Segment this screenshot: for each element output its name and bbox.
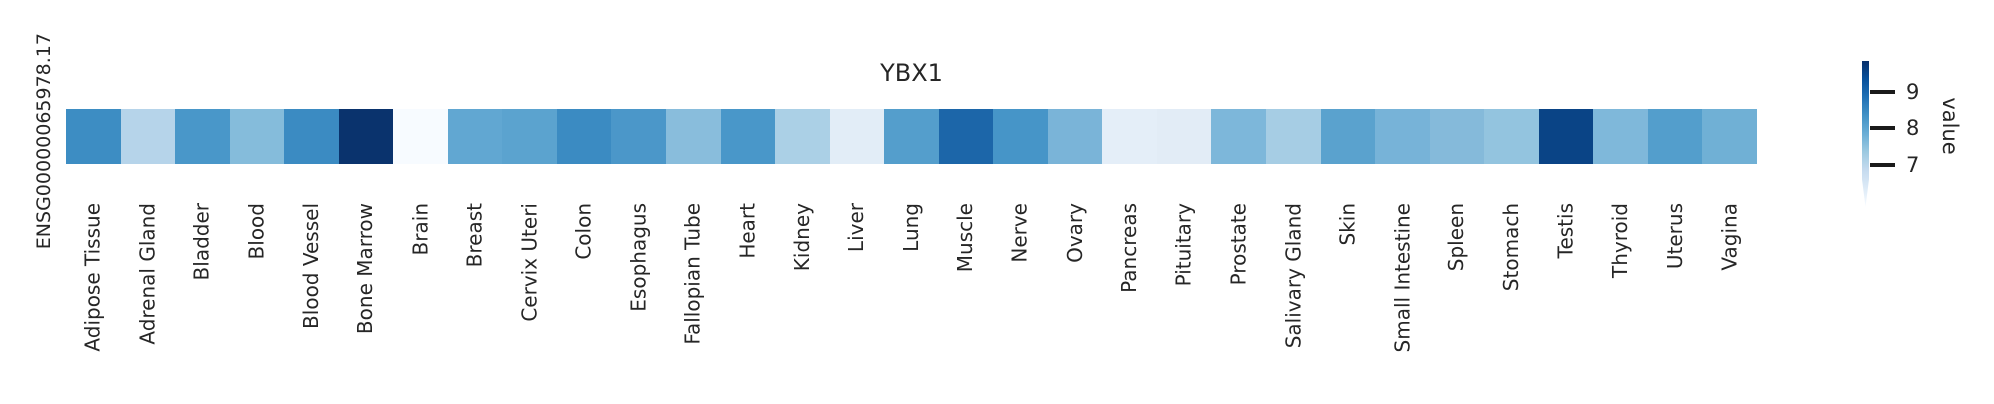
x-tick-label: Vagina (1717, 203, 1742, 271)
colorbar-tick-label: 8 (1906, 116, 1920, 140)
heatmap-cell (556, 109, 612, 164)
heatmap-cell (938, 109, 994, 164)
heatmap-cell (502, 109, 557, 164)
heatmap-cell (1211, 109, 1267, 164)
colorbar-label: value (1938, 97, 1962, 155)
heatmap-cell (1375, 109, 1430, 164)
heatmap-cell (1484, 109, 1539, 164)
heatmap-cell (1156, 109, 1212, 164)
x-tick-label: Bone Marrow (353, 203, 378, 335)
heatmap-cell (229, 109, 285, 164)
heatmap-cell (1647, 109, 1703, 164)
x-tick-label: Heart (735, 203, 760, 259)
x-tick-label: Kidney (789, 203, 814, 272)
x-tick-label: Cervix Uteri (517, 203, 542, 322)
x-tick-label: Testis (1553, 203, 1578, 259)
heatmap-cell (1593, 109, 1648, 164)
heatmap-cell (884, 109, 939, 164)
chart-title: YBX1 (880, 59, 943, 87)
heatmap-cell (666, 109, 721, 164)
x-tick-label: Pancreas (1117, 203, 1142, 293)
x-tick-label: Prostate (1226, 203, 1251, 286)
heatmap-cell (1538, 109, 1594, 164)
x-tick-label: Colon (571, 203, 596, 260)
heatmap-cell (611, 109, 667, 164)
colorbar-tick-label: 7 (1906, 152, 1920, 177)
heatmap-cell (1429, 109, 1485, 164)
x-tick-label: Fallopian Tube (680, 203, 705, 345)
heatmap-cell (993, 109, 1048, 164)
x-tick-label: Uterus (1662, 203, 1687, 270)
x-tick-label: Blood Vessel (298, 203, 323, 329)
x-tick-label: Adrenal Gland (135, 203, 160, 345)
heatmap-cell (1047, 109, 1103, 164)
heatmap-cell (829, 109, 885, 164)
heatmap-cell (775, 109, 830, 164)
heatmap-cell (1702, 109, 1757, 164)
x-tick-label: Liver (844, 203, 869, 253)
colorbar-tick (1870, 126, 1895, 130)
heatmap-cell (447, 109, 503, 164)
x-tick-label: Salivary Gland (1280, 203, 1305, 349)
colorbar-tick-label: 9 (1906, 79, 1920, 104)
x-tick-label: Esophagus (626, 203, 651, 312)
x-tick-label: Lung (899, 203, 923, 252)
x-tick-label: Breast (462, 203, 487, 268)
x-tick-label: Brain (408, 203, 433, 256)
colorbar-tick (1870, 89, 1895, 94)
heatmap-cell (1320, 109, 1376, 164)
colorbar-gradient (1862, 61, 1869, 207)
x-tick-label: Skin (1335, 203, 1360, 246)
heatmap-cell (393, 109, 448, 164)
x-tick-label: Blood (244, 203, 269, 260)
x-tick-label: Pituitary (1171, 203, 1196, 287)
x-tick-label: Adipose Tissue (80, 203, 105, 352)
x-tick-label: Small Intestine (1389, 203, 1414, 353)
heatmap-cell (338, 109, 394, 164)
heatmap-cell (66, 109, 121, 164)
x-tick-label: Stomach (1499, 203, 1524, 292)
x-tick-label: Bladder (189, 203, 214, 281)
heatmap-cell (120, 109, 176, 164)
heatmap-cell (175, 109, 230, 164)
heatmap-cell (284, 109, 339, 164)
x-tick-label: Muscle (953, 203, 978, 273)
gene-row-label: ENSG00000065978.17 (33, 33, 55, 250)
heatmap-cell (1102, 109, 1157, 164)
heatmap-cell (720, 109, 776, 164)
x-tick-label: Spleen (1444, 203, 1469, 272)
x-tick-label: Thyroid (1608, 203, 1633, 278)
heatmap-cell (1266, 109, 1321, 164)
x-tick-label: Nerve (1008, 203, 1033, 263)
heatmap-row (66, 109, 1757, 164)
x-tick-label: Ovary (1062, 203, 1087, 263)
colorbar-tick (1870, 162, 1895, 167)
